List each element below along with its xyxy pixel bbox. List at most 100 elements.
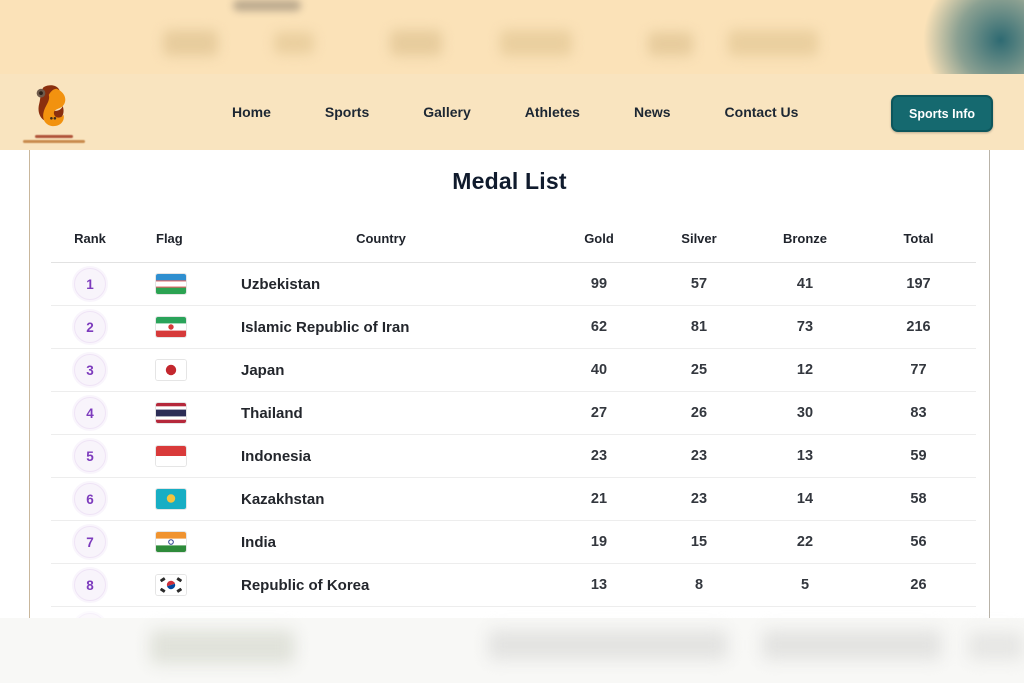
country-name: India [241, 533, 277, 551]
gold-count: 27 [590, 405, 608, 421]
silver-count: 23 [690, 491, 708, 507]
gold-count: 19 [590, 534, 608, 550]
rank-number: 4 [86, 405, 94, 421]
nav-links: Home Sports Gallery Athletes News Contact Us [232, 74, 798, 150]
country-name: Republic of Korea [241, 576, 370, 594]
total-count: 59 [910, 448, 927, 464]
country-name: Indonesia [241, 447, 312, 465]
silver-count: 81 [690, 319, 708, 335]
rank-cell: 7 [51, 526, 129, 558]
country-flag-icon [129, 575, 213, 595]
rank-cell: 5 [51, 440, 129, 472]
column-header-bronze: Bronze [782, 230, 828, 246]
rank-badge: 2 [74, 311, 106, 343]
country-flag-icon [129, 360, 213, 380]
blurred-text-placeholder [150, 630, 295, 664]
table-row: 2 Islamic Republic of Iran 62 81 73 216 [51, 306, 976, 349]
rank-badge: 7 [74, 526, 106, 558]
gold-count: 40 [590, 362, 608, 378]
top-blurred-strip [0, 0, 1024, 106]
rank-cell: 1 [51, 268, 129, 300]
blurred-text-placeholder [648, 32, 693, 56]
rank-number: 7 [86, 534, 94, 550]
nav-link-gallery[interactable]: Gallery [423, 104, 471, 120]
rank-number: 3 [86, 362, 94, 378]
rank-number: 8 [86, 577, 94, 593]
nav-link-news[interactable]: News [633, 104, 671, 120]
blurred-text-placeholder [762, 630, 942, 660]
table-row: 6 Kazakhstan 21 23 14 58 [51, 478, 976, 521]
nav-link-sports[interactable]: Sports [324, 104, 370, 120]
nav-link-contact-us[interactable]: Contact Us [724, 104, 799, 120]
blurred-text-placeholder [728, 30, 818, 56]
bronze-count: 22 [796, 534, 814, 550]
blurred-text-placeholder [274, 32, 314, 54]
rank-number: 5 [86, 448, 94, 464]
medal-list-card: Medal List Rank Flag Country Gold Silver… [29, 150, 990, 618]
blurred-text-placeholder [390, 30, 442, 56]
gold-count: 23 [590, 448, 608, 464]
silver-count: 26 [690, 405, 708, 421]
silver-count: 25 [690, 362, 708, 378]
rank-badge: 5 [74, 440, 106, 472]
event-logo[interactable] [22, 80, 86, 146]
blurred-text-placeholder [488, 630, 728, 660]
logo-text-line [35, 135, 73, 138]
total-count: 56 [910, 534, 927, 550]
column-header-flag: Flag [156, 230, 183, 246]
table-row: 5 Indonesia 23 23 13 59 [51, 435, 976, 478]
flame-mascot-icon [36, 85, 66, 127]
country-name: Thailand [241, 404, 303, 422]
blurred-text-placeholder [233, 0, 301, 11]
rank-badge: 1 [74, 268, 106, 300]
sports-info-button[interactable]: Sports Info [891, 95, 993, 132]
country-flag-icon [129, 317, 213, 337]
page-title: Medal List [452, 168, 567, 194]
column-header-country: Country [356, 230, 406, 246]
country-flag-icon [129, 274, 213, 294]
silver-count: 8 [694, 577, 704, 593]
bronze-count: 5 [800, 577, 810, 593]
table-row: 7 India 19 15 22 56 [51, 521, 976, 564]
country-name: Kazakhstan [241, 490, 325, 508]
country-flag-icon [129, 446, 213, 466]
country-flag-icon [129, 532, 213, 552]
column-header-gold: Gold [584, 230, 614, 246]
table-body: 1 Uzbekistan 99 57 41 197 2 Islamic Repu… [51, 263, 976, 607]
rank-badge: 3 [74, 354, 106, 386]
rank-number: 1 [86, 276, 94, 292]
bronze-count: 14 [796, 491, 814, 507]
gold-count: 21 [590, 491, 608, 507]
column-header-rank: Rank [74, 230, 106, 246]
table-row: 8 Republic of Korea 13 8 5 26 [51, 564, 976, 607]
rank-cell: 2 [51, 311, 129, 343]
nav-link-athletes[interactable]: Athletes [524, 104, 580, 120]
rank-cell: 8 [51, 569, 129, 601]
table-header-row: Rank Flag Country Gold Silver Bronze Tot… [51, 214, 976, 263]
rank-badge: 6 [74, 483, 106, 515]
table-row: 1 Uzbekistan 99 57 41 197 [51, 263, 976, 306]
bronze-count: 73 [796, 319, 814, 335]
rank-cell: 3 [51, 354, 129, 386]
rank-number: 6 [86, 491, 94, 507]
gold-count: 62 [590, 319, 608, 335]
silver-count: 23 [690, 448, 708, 464]
navbar: Home Sports Gallery Athletes News Contact Us … [0, 74, 1024, 150]
rank-badge: 4 [74, 397, 106, 429]
silver-count: 57 [690, 276, 708, 292]
clipped-next-row [51, 607, 976, 618]
blurred-text-placeholder [968, 632, 1024, 660]
bronze-count: 30 [796, 405, 814, 421]
nav-link-home[interactable]: Home [232, 104, 271, 120]
total-count: 77 [910, 362, 927, 378]
column-header-total: Total [903, 230, 934, 246]
table-row: 4 Thailand 27 26 30 83 [51, 392, 976, 435]
blurred-text-placeholder [163, 30, 218, 56]
bronze-count: 13 [796, 448, 814, 464]
bronze-count: 12 [796, 362, 814, 378]
rank-number: 2 [86, 319, 94, 335]
country-name: Uzbekistan [241, 275, 321, 293]
silver-count: 15 [690, 534, 708, 550]
column-header-silver: Silver [681, 230, 717, 246]
